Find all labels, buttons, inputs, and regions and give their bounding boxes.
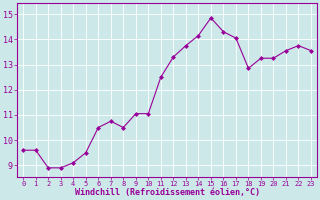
X-axis label: Windchill (Refroidissement éolien,°C): Windchill (Refroidissement éolien,°C) [75, 188, 260, 197]
